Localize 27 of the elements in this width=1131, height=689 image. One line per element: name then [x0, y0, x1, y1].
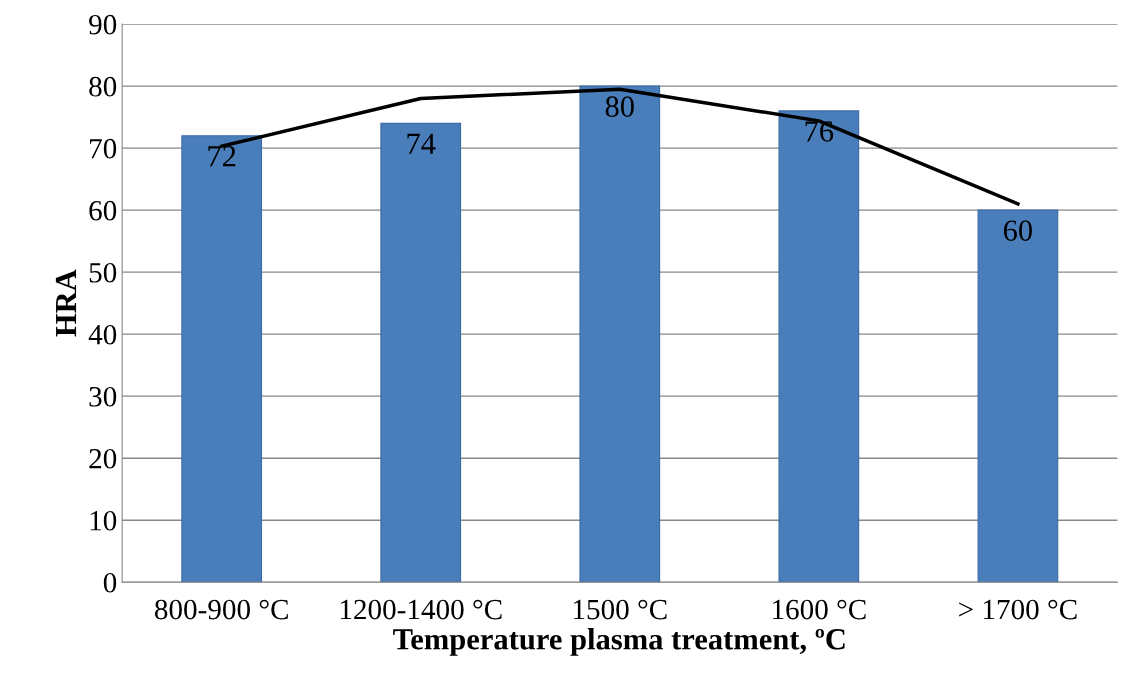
- y-tick-label: 30: [89, 386, 117, 407]
- data-label: 76: [805, 121, 834, 142]
- data-label: 74: [407, 133, 436, 154]
- y-tick-label: 0: [103, 572, 117, 593]
- data-label: 80: [605, 96, 634, 117]
- data-label: 72: [208, 146, 236, 167]
- y-tick-label: 50: [89, 262, 117, 283]
- y-tick-label: 20: [89, 448, 117, 469]
- y-tick-label: 80: [89, 76, 117, 97]
- y-tick-label: 70: [90, 138, 117, 159]
- y-tick-label: 60: [89, 200, 117, 221]
- x-tick-label: > 1700 °C: [959, 599, 1077, 620]
- y-tick-label: 40: [88, 324, 117, 345]
- y-tick-label: 10: [90, 510, 117, 531]
- bar: [778, 110, 860, 583]
- x-axis-title: Temperature plasma treatment, ºC: [393, 628, 845, 656]
- bar: [380, 122, 462, 583]
- x-tick-label: 1500 °C: [573, 599, 667, 620]
- x-tick-label: 1200-1400 °C: [340, 599, 502, 620]
- data-label: 60: [1003, 220, 1033, 241]
- y-tick-label: 90: [89, 14, 117, 35]
- x-tick-label: 1600 °C: [773, 599, 866, 620]
- bar: [977, 209, 1059, 583]
- y-axis-title: HRA: [55, 269, 77, 337]
- bar: [181, 135, 263, 583]
- x-tick-label: 800-900 °C: [154, 599, 288, 620]
- bar: [579, 85, 661, 583]
